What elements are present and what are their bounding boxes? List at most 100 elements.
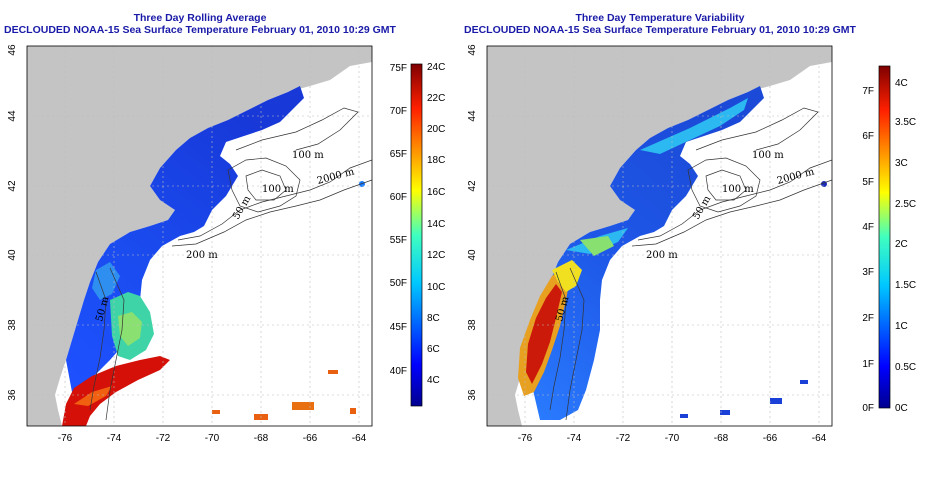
x-tick-label: -72 [616, 433, 631, 444]
colorbar-label-c: 16C [427, 187, 445, 198]
colorbar-celsius-ticks: 4C 6C 8C 10C 12C 14C 16C 18C 20C 22C 24C [427, 62, 445, 386]
colorbar-label-f: 70F [390, 106, 407, 117]
colorbar-label-f: 2F [862, 313, 874, 324]
x-tick-label: -72 [156, 433, 171, 444]
sst-offshore-pixel [328, 370, 338, 374]
y-tick-label: 42 [467, 180, 478, 192]
variability-cyan-band [640, 98, 748, 154]
variability-offshore-pixel [800, 380, 808, 384]
sst-offshore-pixel [212, 410, 220, 414]
x-tick-label: -70 [205, 433, 220, 444]
colorbar-label-f: 60F [390, 192, 407, 203]
colorbar-label-c: 8C [427, 313, 440, 324]
colorbar-label-c: 2.5C [895, 199, 916, 210]
x-tick-label: -66 [303, 433, 318, 444]
map-area: 100 m 100 m 50 m 2000 m 200 m 50 m [27, 46, 372, 426]
x-axis: -76 -74 -72 -70 -68 -66 -64 [58, 433, 367, 444]
x-tick-label: -68 [254, 433, 269, 444]
island-land [590, 208, 612, 220]
bathymetry-contours [89, 107, 372, 421]
panel-subtitle: DECLOUDED NOAA-15 Sea Surface Temperatur… [464, 24, 857, 36]
variability-offshore-pixel [770, 398, 782, 404]
variability-green-patch [580, 236, 614, 256]
y-tick-label: 46 [467, 44, 478, 56]
variability-offshore-pixel [720, 410, 730, 415]
colorbar-label-c: 2C [895, 239, 908, 250]
x-tick-label: -64 [812, 433, 827, 444]
colorbar-label-f: 55F [390, 235, 407, 246]
colorbar-label-c: 0.5C [895, 362, 916, 373]
colorbar-label-c: 3.5C [895, 117, 916, 128]
colorbar-label-c: 4C [427, 375, 440, 386]
colorbar-label-c: 0C [895, 403, 908, 414]
colorbar-label-f: 4F [862, 222, 874, 233]
colorbar-label-c: 24C [427, 62, 445, 73]
contour-label: 100 m [752, 150, 784, 161]
colorbar-gradient [410, 63, 423, 407]
y-tick-label: 36 [467, 389, 478, 401]
y-tick-label: 38 [467, 319, 478, 331]
colorbar-celsius-ticks: 0C 0.5C 1C 1.5C 2C 2.5C 3C 3.5C 4C [895, 78, 916, 414]
colorbar: 40F 45F 50F 55F 60F 65F 70F 75F 4C 6C 8C… [390, 62, 445, 407]
x-tick-label: -68 [714, 433, 729, 444]
map-area: 100 m 100 m 50 m 2000 m 200 m 50 m [487, 46, 832, 426]
map-frame [26, 45, 373, 427]
colorbar: 0F 1F 2F 3F 4F 5F 6F 7F 0C 0.5C 1C 1.5C … [862, 65, 916, 414]
panel-temperature-variability: Three Day Temperature Variability DECLOU… [464, 12, 916, 444]
contour-label: 200 m [646, 250, 678, 261]
panel-title: Three Day Temperature Variability [575, 12, 744, 24]
colorbar-label-c: 14C [427, 219, 445, 230]
y-tick-label: 42 [7, 180, 18, 192]
y-tick-label: 46 [7, 44, 18, 56]
sst-mid-shelf-patch [118, 312, 142, 346]
x-tick-label: -74 [567, 433, 582, 444]
colorbar-label-c: 1C [895, 321, 908, 332]
y-tick-label: 38 [7, 319, 18, 331]
colorbar-label-f: 1F [862, 359, 874, 370]
graticule [27, 46, 372, 426]
x-tick-label: -64 [352, 433, 367, 444]
y-tick-label: 40 [467, 249, 478, 261]
colorbar-label-c: 6C [427, 344, 440, 355]
contour-label: 100 m [722, 184, 754, 195]
colorbar-label-c: 10C [427, 282, 445, 293]
colorbar-label-f: 0F [862, 403, 874, 414]
colorbar-label-f: 75F [390, 63, 407, 74]
colorbar-label-c: 12C [427, 250, 445, 261]
sst-offshore-pixel [350, 408, 356, 414]
colorbar-label-c: 20C [427, 124, 445, 135]
colorbar-label-f: 5F [862, 177, 874, 188]
sst-offshore-pixel [292, 402, 314, 410]
sst-offshore-pixel [359, 181, 365, 187]
variability-shelf-water [526, 86, 764, 420]
colorbar-label-f: 45F [390, 322, 407, 333]
variability-hotspot-core [526, 284, 562, 384]
colorbar-label-f: 3F [862, 267, 874, 278]
sst-gulf-stream [62, 356, 170, 426]
x-tick-label: -74 [107, 433, 122, 444]
panel-subtitle: DECLOUDED NOAA-15 Sea Surface Temperatur… [4, 24, 397, 36]
x-tick-label: -66 [763, 433, 778, 444]
colorbar-label-c: 22C [427, 93, 445, 104]
colorbar-label-f: 6F [862, 131, 874, 142]
variability-offshore-pixel [680, 414, 688, 418]
contour-label: 100 m [292, 150, 324, 161]
colorbar-label-c: 4C [895, 78, 908, 89]
y-tick-label: 44 [467, 110, 478, 122]
colorbar-label-f: 50F [390, 278, 407, 289]
colorbar-label-f: 65F [390, 149, 407, 160]
sst-gulf-stream-edge [74, 386, 112, 406]
panel-rolling-average: Three Day Rolling Average DECLOUDED NOAA… [4, 12, 445, 444]
y-tick-label: 44 [7, 110, 18, 122]
colorbar-gradient [878, 65, 891, 409]
sst-shelf-patch [92, 262, 120, 300]
y-axis: 36 38 40 42 44 46 [467, 44, 478, 401]
graticule [487, 46, 832, 426]
panel-title: Three Day Rolling Average [134, 12, 267, 24]
coastline-land [27, 46, 372, 426]
x-tick-label: -76 [58, 433, 73, 444]
x-axis: -76 -74 -72 -70 -68 -66 -64 [518, 433, 827, 444]
colorbar-fahrenheit-ticks: 40F 45F 50F 55F 60F 65F 70F 75F [390, 63, 407, 377]
y-axis: 36 38 40 42 44 46 [7, 44, 18, 401]
